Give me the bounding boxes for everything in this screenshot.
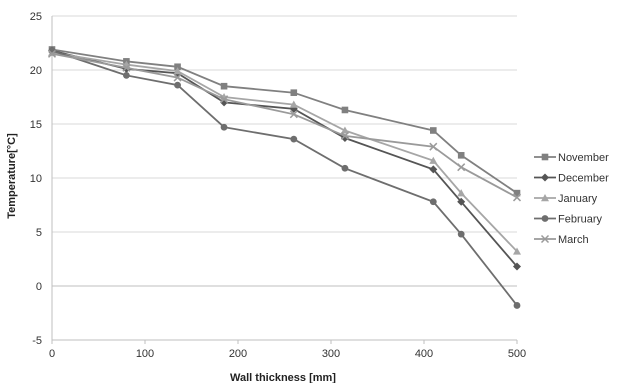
series-lines bbox=[47, 46, 522, 309]
legend: November December January February March bbox=[534, 152, 609, 246]
data-point bbox=[341, 164, 349, 172]
data-point bbox=[289, 110, 298, 119]
x-marker-stroke bbox=[220, 95, 229, 104]
legend-marker bbox=[541, 194, 549, 202]
data-point bbox=[290, 135, 298, 143]
x-tick-label: 400 bbox=[415, 348, 433, 360]
data-point bbox=[457, 163, 466, 172]
data-point bbox=[457, 230, 465, 238]
legend-item: November bbox=[534, 152, 609, 164]
legend-marker bbox=[541, 153, 549, 161]
data-point bbox=[340, 126, 349, 134]
data-point bbox=[513, 189, 521, 197]
y-tick-label: 10 bbox=[30, 173, 42, 185]
data-point bbox=[174, 63, 181, 71]
y-tick-labels: -5 0 5 10 15 20 25 bbox=[30, 11, 42, 347]
legend-label: November bbox=[558, 152, 609, 164]
legend-label: March bbox=[558, 234, 589, 246]
y-tick-label: 5 bbox=[36, 227, 42, 239]
data-point bbox=[457, 152, 465, 159]
series-line bbox=[51, 51, 518, 253]
series-february bbox=[48, 47, 521, 309]
data-point bbox=[340, 131, 349, 140]
axes bbox=[51, 16, 518, 344]
data-point bbox=[341, 106, 349, 114]
x-axis-title: Wall thickness [mm] bbox=[230, 372, 336, 383]
data-point bbox=[290, 89, 298, 96]
legend-label: January bbox=[558, 193, 598, 205]
data-point bbox=[122, 63, 131, 72]
data-point bbox=[513, 247, 521, 255]
data-point bbox=[220, 82, 228, 90]
y-tick-label: 15 bbox=[30, 119, 42, 131]
data-point bbox=[430, 127, 437, 134]
legend-label: February bbox=[558, 214, 603, 226]
series-november bbox=[48, 46, 521, 197]
legend-marker bbox=[540, 234, 550, 244]
data-point bbox=[429, 142, 438, 151]
data-point bbox=[429, 156, 438, 164]
data-point bbox=[429, 198, 437, 206]
x-marker-stroke bbox=[540, 234, 550, 244]
series-line bbox=[51, 48, 518, 194]
data-point bbox=[220, 95, 229, 104]
x-tick-label: 100 bbox=[136, 348, 154, 360]
x-marker-stroke bbox=[340, 131, 349, 140]
data-point bbox=[123, 72, 130, 79]
legend-marker bbox=[541, 215, 549, 222]
data-point bbox=[47, 49, 57, 58]
x-marker-stroke bbox=[173, 73, 182, 82]
y-tick-label: 0 bbox=[36, 281, 42, 293]
y-axis-title: Temperature[°C] bbox=[6, 133, 18, 219]
y-tick-label: 25 bbox=[30, 11, 42, 23]
x-marker-stroke bbox=[429, 142, 438, 151]
x-tick-label: 200 bbox=[229, 348, 247, 360]
legend-marker bbox=[541, 173, 549, 182]
legend-item: January bbox=[534, 193, 598, 205]
y-tick-label: 20 bbox=[30, 65, 42, 77]
series-january bbox=[48, 48, 521, 255]
data-point bbox=[513, 302, 521, 309]
data-point bbox=[220, 123, 228, 131]
data-point bbox=[173, 67, 182, 75]
x-tick-label: 0 bbox=[49, 348, 55, 360]
series-march bbox=[47, 49, 522, 202]
legend-item: December bbox=[534, 173, 609, 185]
legend-item: March bbox=[534, 234, 589, 246]
data-point bbox=[512, 193, 522, 202]
data-point bbox=[173, 73, 182, 82]
data-point bbox=[457, 189, 466, 197]
y-tick-label: -5 bbox=[32, 335, 42, 347]
x-marker-stroke bbox=[122, 63, 131, 72]
data-point bbox=[457, 197, 466, 206]
legend-label: December bbox=[558, 173, 609, 185]
x-tick-label: 500 bbox=[508, 348, 526, 360]
data-point bbox=[174, 81, 181, 89]
data-point bbox=[289, 100, 298, 108]
data-point bbox=[513, 262, 521, 271]
x-marker-stroke bbox=[457, 163, 466, 172]
series-line bbox=[51, 49, 518, 268]
x-tick-labels: 0 100 200 300 400 500 bbox=[49, 348, 526, 360]
x-marker-stroke bbox=[47, 49, 57, 58]
legend-item: February bbox=[534, 214, 603, 226]
x-tick-label: 300 bbox=[322, 348, 340, 360]
x-marker-stroke bbox=[289, 110, 298, 119]
data-point bbox=[429, 165, 438, 174]
x-marker-stroke bbox=[512, 193, 522, 202]
